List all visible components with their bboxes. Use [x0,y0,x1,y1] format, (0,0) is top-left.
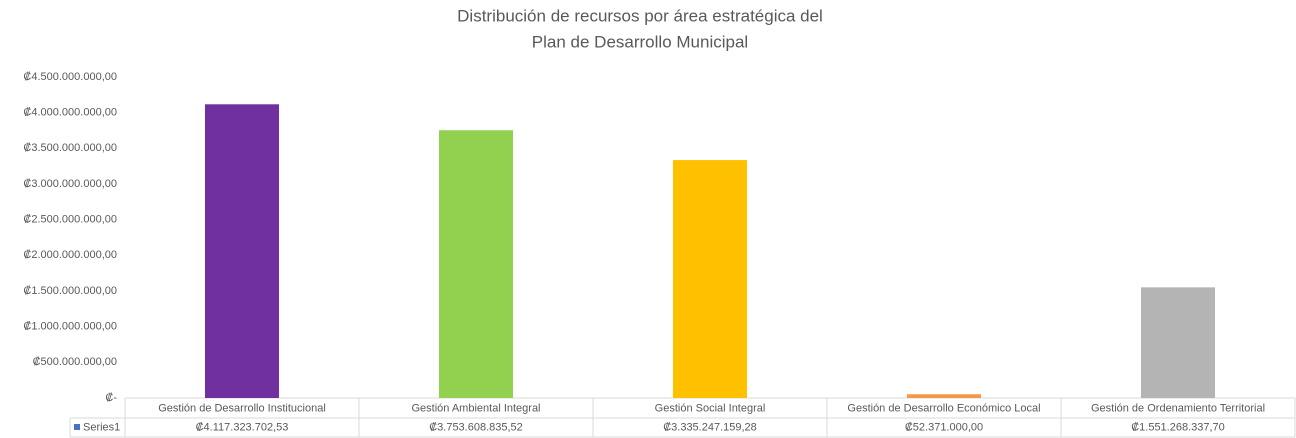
bar [673,160,747,398]
bar [907,394,981,398]
data-label: ₡1.551.268.337,70 [1131,421,1225,433]
y-tick-label: ₡4.500.000.000,00 [23,71,117,83]
legend-label: Series1 [83,421,120,433]
legend-key [74,424,80,430]
y-tick-label: ₡- [105,392,117,404]
bar [439,130,513,399]
x-tick-label: Gestión de Desarrollo Económico Local [847,402,1040,414]
bar [205,104,279,398]
y-tick-label: ₡4.000.000.000,00 [23,107,117,119]
y-tick-label: ₡3.500.000.000,00 [23,142,117,154]
y-tick-label: ₡2.500.000.000,00 [23,214,117,226]
x-tick-label: Gestión Ambiental Integral [411,402,540,414]
x-tick-label: Gestión de Desarrollo Institucional [158,402,326,414]
x-tick-label: Gestión Social Integral [655,402,766,414]
chart-title: Plan de Desarrollo Municipal [532,32,748,51]
chart-title: Distribución de recursos por área estrat… [457,6,823,25]
data-label: ₡3.335.247.159,28 [663,421,757,433]
data-label: ₡3.753.608.835,52 [429,421,523,433]
x-tick-label: Gestión de Ordenamiento Territorial [1091,402,1265,414]
y-tick-label: ₡1.500.000.000,00 [23,285,117,297]
data-label: ₡52.371.000,00 [905,421,983,433]
y-tick-label: ₡2.000.000.000,00 [23,249,117,261]
y-tick-label: ₡500.000.000,00 [33,356,117,368]
y-tick-label: ₡1.000.000.000,00 [23,321,117,333]
data-label: ₡4.117.323.702,53 [196,421,289,433]
bar [1141,287,1215,398]
y-tick-label: ₡3.000.000.000,00 [23,178,117,190]
